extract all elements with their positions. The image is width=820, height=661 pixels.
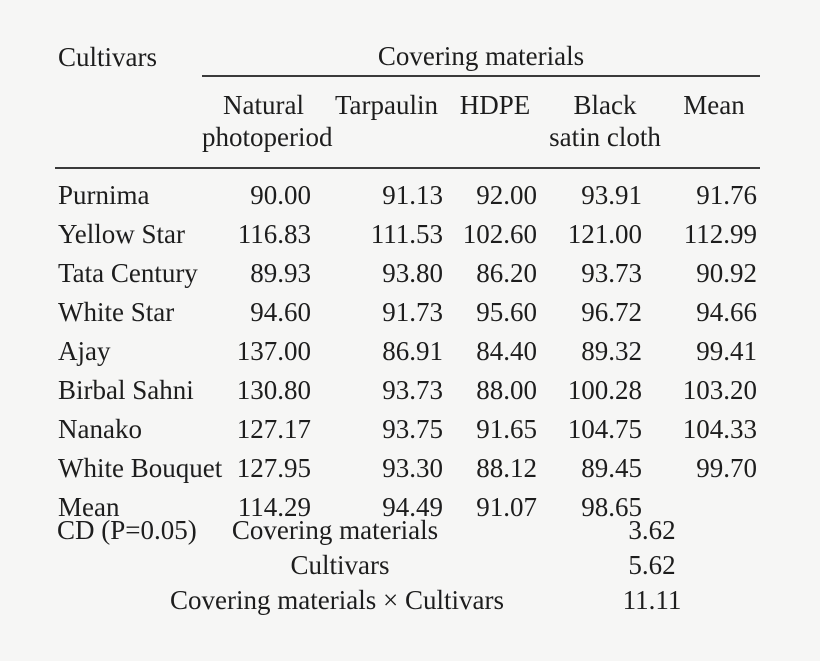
cd-value: 3.62 <box>628 515 676 545</box>
value-cell: 95.60 <box>476 297 537 327</box>
cultivar-name: White Star <box>58 297 175 327</box>
column-header-row: Natural photoperiod Tarpaulin HDPE Black… <box>55 76 761 169</box>
value-cell: 94.49 <box>382 492 443 522</box>
empty-header-cell <box>55 76 202 169</box>
cultivar-name: Ajay <box>58 336 111 366</box>
value-cell: 94.60 <box>250 297 311 327</box>
cultivar-name: White Bouquet <box>58 453 223 483</box>
value-cell: 116.83 <box>237 219 311 249</box>
cd-value: 11.11 <box>622 585 682 615</box>
cd-row-covering-materials: CD (P=0.05) Covering materials 3.62 <box>0 513 820 548</box>
table-row-mean: Mean 114.29 94.49 91.07 98.65 <box>55 488 760 527</box>
cultivar-name: Nanako <box>58 414 142 444</box>
value-cell: 93.30 <box>382 453 443 483</box>
value-cell: 99.70 <box>696 453 758 483</box>
table-row-birbal-sahni: Birbal Sahni 130.80 93.73 88.00 100.28 1… <box>55 371 760 410</box>
cd-row-interaction: Covering materials × Cultivars 11.11 <box>0 583 820 618</box>
value-cell: 100.28 <box>567 375 642 405</box>
covering-materials-group-header: Covering materials <box>202 36 761 77</box>
value-cell: 89.32 <box>581 336 642 366</box>
value-cell: 130.80 <box>236 375 311 405</box>
cd-row-cultivars: Cultivars 5.62 <box>0 548 820 583</box>
group-header-row: Cultivars Covering materials <box>55 36 761 77</box>
value-cell: 103.20 <box>682 375 758 405</box>
value-cell: 127.95 <box>236 453 311 483</box>
value-cell: 93.75 <box>382 414 443 444</box>
value-cell: 86.20 <box>476 258 537 288</box>
value-cell: 114.29 <box>237 492 311 522</box>
value-cell: 104.33 <box>682 414 758 444</box>
value-cell: 111.53 <box>370 219 443 249</box>
value-cell: 89.45 <box>581 453 642 483</box>
value-cell: 121.00 <box>567 219 642 249</box>
table-row-purnima: Purnima 90.00 91.13 92.00 93.91 91.76 <box>55 168 760 215</box>
data-table: Cultivars Covering materials Natural pho… <box>55 36 761 527</box>
table-row-tata-century: Tata Century 89.93 93.80 86.20 93.73 90.… <box>55 254 760 293</box>
cultivar-name: Birbal Sahni <box>58 375 194 405</box>
cultivar-name: Purnima <box>58 180 150 210</box>
cd-label: CD (P=0.05) <box>57 515 197 545</box>
value-cell: 92.00 <box>476 180 537 210</box>
value-cell: 90.00 <box>250 180 311 210</box>
value-cell: 91.07 <box>476 492 537 522</box>
cd-factor: Cultivars <box>290 550 390 580</box>
value-cell: 98.65 <box>581 492 642 522</box>
cultivar-name: Tata Century <box>58 258 198 288</box>
value-cell: 91.76 <box>696 180 758 210</box>
column-header-tarpaulin: Tarpaulin <box>325 76 448 169</box>
value-cell: 96.72 <box>581 297 642 327</box>
cultivar-name: Mean <box>58 492 120 522</box>
table-row-white-star: White Star 94.60 91.73 95.60 96.72 94.66 <box>55 293 760 332</box>
value-cell: 89.93 <box>250 258 311 288</box>
value-cell: 88.00 <box>476 375 537 405</box>
value-cell: 104.75 <box>567 414 642 444</box>
value-cell: 93.73 <box>382 375 443 405</box>
column-header-hdpe: HDPE <box>448 76 542 169</box>
value-cell: 93.91 <box>581 180 642 210</box>
value-cell: 86.91 <box>382 336 443 366</box>
value-cell: 90.92 <box>696 258 758 288</box>
value-cell: 93.73 <box>581 258 642 288</box>
value-cell: 91.73 <box>382 297 443 327</box>
cultivars-header: Cultivars <box>58 42 157 72</box>
cd-factor: Covering materials <box>231 515 439 545</box>
value-cell: 127.17 <box>236 414 311 444</box>
value-cell: 93.80 <box>382 258 443 288</box>
table-row-nanako: Nanako 127.17 93.75 91.65 104.75 104.33 <box>55 410 760 449</box>
cultivar-name: Yellow Star <box>58 219 186 249</box>
value-cell: 84.40 <box>476 336 537 366</box>
value-cell: 99.41 <box>696 336 758 366</box>
column-header-natural-photoperiod: Natural photoperiod <box>202 76 332 169</box>
value-cell: 91.13 <box>382 180 443 210</box>
column-header-black-satin-cloth: Black satin cloth <box>542 76 668 169</box>
table-row-ajay: Ajay 137.00 86.91 84.40 89.32 99.41 <box>55 332 760 371</box>
cd-value: 5.62 <box>628 550 676 580</box>
table-row-yellow-star: Yellow Star 116.83 111.53 102.60 121.00 … <box>55 215 760 254</box>
table-row-white-bouquet: White Bouquet 127.95 93.30 88.12 89.45 9… <box>55 449 760 488</box>
value-cell: 102.60 <box>462 219 537 249</box>
cd-factor: Covering materials × Cultivars <box>170 585 504 615</box>
value-cell: 112.99 <box>683 219 758 249</box>
value-cell: 137.00 <box>236 336 311 366</box>
value-cell: 91.65 <box>476 414 537 444</box>
value-cell: 88.12 <box>476 453 537 483</box>
value-cell: 94.66 <box>696 297 758 327</box>
column-header-mean: Mean <box>668 76 761 169</box>
